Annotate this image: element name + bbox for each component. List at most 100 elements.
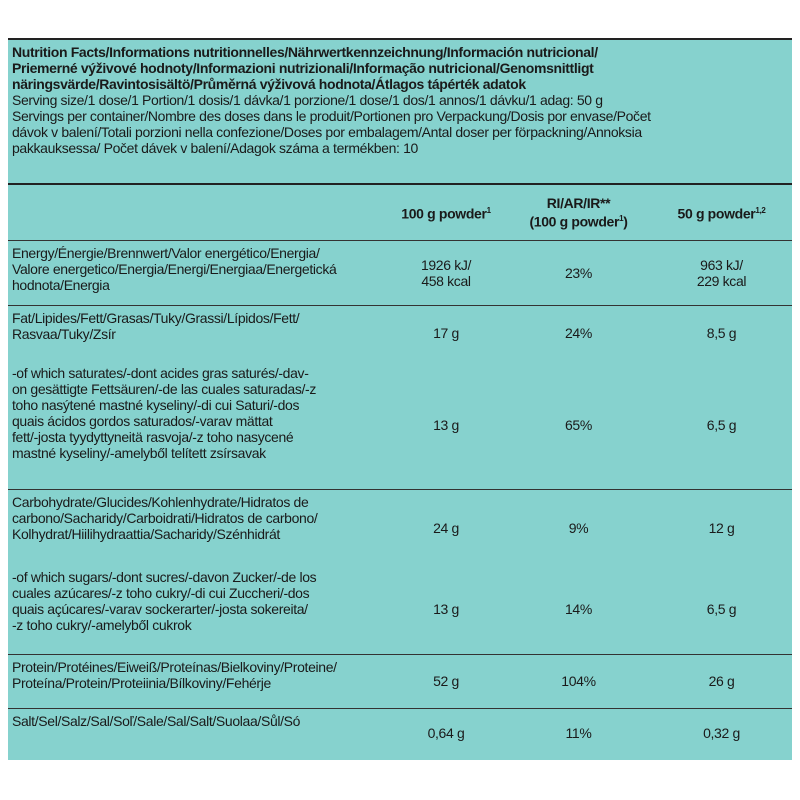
value-cell: 1926 kJ/458 kcal (386, 241, 506, 305)
value: 65% (565, 416, 592, 433)
value-cell: 65% (506, 361, 651, 490)
label-line: mastné kyseliny/-amelyből telített zsírs… (12, 444, 266, 461)
label-line: Protein/Protéines/Eiweiß/Proteínas/Bielk… (12, 658, 337, 675)
label-line: Carbohydrate/Glucides/Kohlenhydrate/Hidr… (12, 494, 309, 510)
header-row: 100 g powder1 RI/AR/IR** (100 g powder1) 50… (8, 185, 792, 241)
column-header: 100 g powder1 (386, 185, 506, 240)
nutrient-row: -of which saturates/-dont acides gras sa… (8, 361, 792, 490)
title-line: Priemerné výživové hodnoty/Informazioni … (12, 60, 594, 76)
nutrient-label: Energy/Énergie/Brennwert/Valor energétic… (12, 245, 337, 293)
nutrient-label: Fat/Lipides/Fett/Grasas/Tuky/Grassi/Lípi… (12, 309, 300, 342)
value: 23% (565, 264, 592, 281)
value: 963 kJ/ (700, 256, 743, 273)
header-text: 100 g powder (401, 205, 487, 222)
servings-line: pakkauksessa/ Počet dávek v balení/Adago… (12, 140, 418, 156)
column-header: RI/AR/IR** (100 g powder1) (506, 185, 651, 240)
value: 104% (561, 673, 596, 690)
value-cell: 8,5 g (651, 306, 792, 361)
column-header: 50 g powder1,2 (651, 185, 792, 240)
nutrient-row: Fat/Lipides/Fett/Grasas/Tuky/Grassi/Lípi… (8, 306, 792, 361)
label-line: Energy/Énergie/Brennwert/Valor energétic… (12, 245, 320, 261)
label-line: hodnota/Energia (12, 277, 110, 293)
value: 17 g (433, 325, 459, 341)
value: 26 g (708, 673, 735, 690)
label-line: Fat/Lipides/Fett/Grasas/Tuky/Grassi/Lípi… (12, 309, 300, 326)
nutrient-label: Protein/Protéines/Eiweiß/Proteínas/Bielk… (12, 659, 337, 691)
label-line: -z toho cukry/-amelyből cukrok (12, 617, 192, 633)
value: 0,64 g (427, 725, 465, 742)
value: 8,5 g (706, 325, 737, 341)
row-group: Fat/Lipides/Fett/Grasas/Tuky/Grassi/Lípi… (8, 306, 792, 490)
value: 52 g (433, 673, 459, 690)
nutrient-label: -of which saturates/-dont acides gras sa… (12, 365, 316, 461)
value-cell: 23% (506, 241, 651, 305)
label-line: -of which sugars/-dont sucres/-davon Zuc… (12, 569, 317, 585)
column-header-line: (100 g powder1) (529, 211, 627, 230)
value-cell: 104% (506, 655, 651, 709)
label-line: Proteína/Protein/Proteiinia/Bílkoviny/Fe… (12, 674, 271, 691)
value: 24 g (433, 519, 459, 536)
nutrient-label: -of which sugars/-dont sucres/-davon Zuc… (12, 569, 317, 633)
row-group: Protein/Protéines/Eiweiß/Proteínas/Bielk… (8, 655, 792, 709)
nutrient-row: Protein/Protéines/Eiweiß/Proteínas/Bielk… (8, 655, 792, 709)
label-line: Rasvaa/Tuky/Zsír (12, 325, 116, 342)
value: 1926 kJ/ (420, 256, 472, 273)
value: 9% (568, 519, 589, 536)
footnote-ref: 1,2 (755, 206, 766, 216)
value-cell: 12 g (651, 490, 792, 565)
title-line: Nutrition Facts/Informations nutritionne… (12, 44, 598, 60)
value-cell: 6,5 g (651, 361, 792, 490)
title-line: näringsvärde/Ravintosisältö/Průměrná výž… (12, 76, 526, 92)
label-line: quais açúcares/-varav sockerarter/-josta… (12, 601, 308, 617)
label-line: Salt/Sel/Salz/Sal/Soľ/Sale/Sal/Salt/Suol… (12, 713, 301, 729)
value-cell: 52 g (386, 655, 506, 709)
label-line: cuales azúcares/-z toho cukry/-di cui Zu… (12, 585, 310, 601)
value: 12 g (708, 519, 735, 536)
column-header-line: RI/AR/IR** (546, 195, 611, 212)
footnote-ref: 1 (486, 206, 491, 216)
value: 229 kcal (696, 272, 747, 289)
value: 14% (565, 601, 592, 618)
value-cell: 6,5 g (651, 565, 792, 654)
footnote-ref: 1 (619, 214, 624, 224)
value-cell: 24 g (386, 490, 506, 565)
header-text: 50 g powder (677, 205, 756, 222)
header-text: (100 g powder (529, 213, 620, 230)
value-cell: 13 g (386, 361, 506, 490)
nutrient-label: Salt/Sel/Salz/Sal/Soľ/Sale/Sal/Salt/Suol… (12, 713, 300, 729)
value: 24% (565, 325, 592, 341)
row-group: Salt/Sel/Salz/Sal/Soľ/Sale/Sal/Salt/Suol… (8, 709, 792, 758)
nutrition-label: Nutrition Facts/Informations nutritionne… (8, 38, 792, 760)
value-cell: 14% (506, 565, 651, 654)
value-cell: 11% (506, 709, 651, 758)
label-line: -of which saturates/-dont acides gras sa… (12, 364, 309, 381)
serving-size: Serving size/1 dose/1 Portion/1 dosis/1 … (12, 92, 603, 108)
value: 13 g (433, 416, 459, 433)
value: 11% (565, 725, 592, 742)
row-group: Energy/Énergie/Brennwert/Valor energétic… (8, 241, 792, 306)
label-line: quais ácidos gordos saturados/-varav mät… (12, 412, 273, 429)
value-cell: 17 g (386, 306, 506, 361)
row-group: Carbohydrate/Glucides/Kohlenhydrate/Hidr… (8, 490, 792, 655)
value-cell: 26 g (651, 655, 792, 709)
label-header: Nutrition Facts/Informations nutritionne… (12, 44, 651, 156)
column-header-line: 100 g powder1 (401, 203, 491, 222)
nutrient-row: -of which sugars/-dont sucres/-davon Zuc… (8, 565, 792, 654)
label-line: toho nasýtené mastné kyseliny/-di cui Sa… (12, 396, 300, 413)
value-cell: 24% (506, 306, 651, 361)
value: 6,5 g (706, 601, 737, 618)
value: 6,5 g (706, 416, 737, 433)
label-line: fett/-josta tyydyttyneitä rasvoja/-z toh… (12, 428, 294, 445)
nutrient-row: Energy/Énergie/Brennwert/Valor energétic… (8, 241, 792, 305)
value: 458 kcal (421, 272, 471, 289)
label-line: on gesättigte Fettsäuren/-de las cuales … (12, 380, 316, 397)
servings-line: dávok v balení/Totali porzioni nella con… (12, 124, 642, 140)
nutrition-table: 100 g powder1 RI/AR/IR** (100 g powder1) 50… (8, 183, 792, 758)
label-line: Kolhydrat/Hiilihydraattia/Sacharidy/Szén… (12, 526, 280, 542)
nutrient-label: Carbohydrate/Glucides/Kohlenhydrate/Hidr… (12, 494, 318, 542)
value-cell: 13 g (386, 565, 506, 654)
value-cell: 0,64 g (386, 709, 506, 758)
header-text: RI/AR/IR** (546, 195, 611, 212)
value-cell: 963 kJ/229 kcal (651, 241, 792, 305)
